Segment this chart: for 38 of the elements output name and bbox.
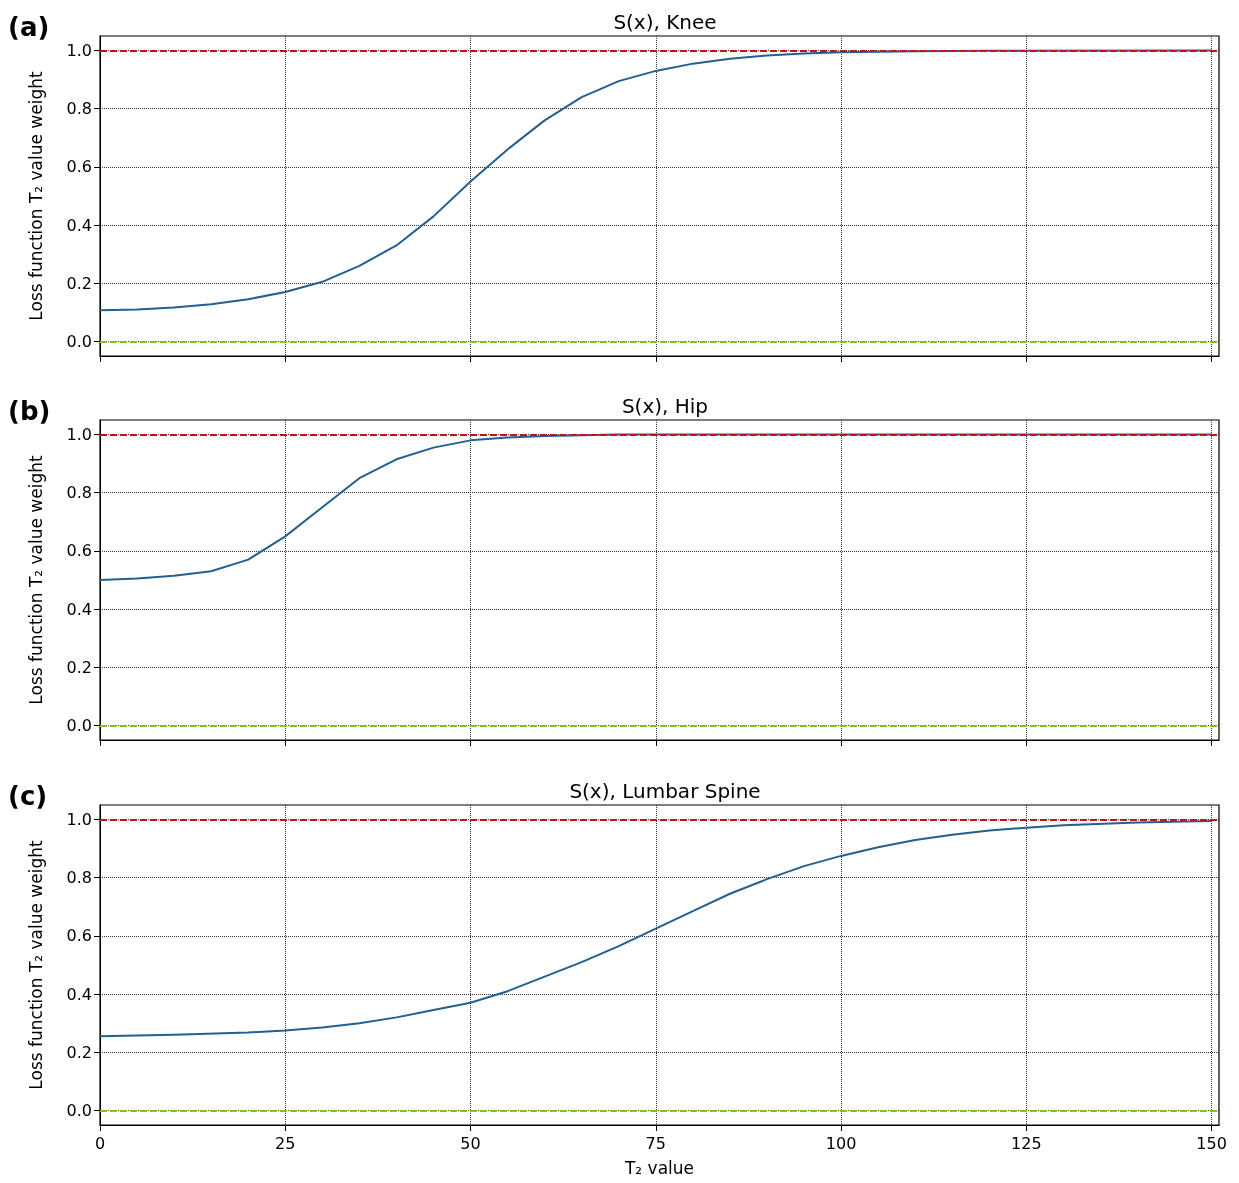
y-tick-label: 1.0 — [66, 425, 92, 445]
x-tick-label: 150 — [1196, 1133, 1227, 1153]
y-tick-label: 0.2 — [66, 273, 92, 293]
x-tick-label: 25 — [275, 1133, 296, 1153]
text: (b) — [8, 396, 51, 426]
x-tick-label: 0 — [94, 1133, 106, 1153]
line-series — [99, 49, 1213, 312]
x-tick-label: 100 — [825, 1133, 857, 1153]
y-axis-title: Loss function T₂ value weight — [25, 840, 46, 1090]
y-tick-label: 0.2 — [66, 1042, 92, 1062]
y-axis-title: Loss function T₂ value weight — [25, 455, 46, 705]
line-series — [99, 820, 1213, 1038]
y-tick-label: 1.0 — [66, 810, 92, 830]
chart-title: S(x), Knee — [613, 10, 717, 34]
y-tick-label: 0.0 — [66, 331, 92, 351]
chart-title: S(x), Hip — [621, 394, 709, 418]
y-tick-label: 0.4 — [66, 215, 92, 235]
y-tick-label: 0.0 — [66, 715, 92, 735]
x-axis-title: T₂ value — [623, 1157, 695, 1178]
y-tick-label: 0.8 — [66, 99, 92, 119]
y-tick-label: 0.6 — [66, 926, 92, 946]
y-tick-label: 0.0 — [66, 1100, 92, 1120]
y-tick-label: 1.0 — [66, 41, 92, 61]
y-tick-label: 0.8 — [66, 483, 92, 503]
chart-title: S(x), Lumbar Spine — [569, 779, 761, 803]
y-axis-title: Loss function T₂ value weight — [25, 71, 46, 321]
x-tick-label: 50 — [460, 1133, 481, 1153]
text: (c) — [8, 781, 48, 811]
y-tick-label: 0.8 — [66, 868, 92, 888]
y-tick-label: 0.6 — [66, 541, 92, 561]
y-tick-label: 0.4 — [66, 599, 92, 619]
y-tick-label: 0.2 — [66, 657, 92, 677]
text: (a) — [8, 12, 50, 42]
y-tick-label: 0.6 — [66, 157, 92, 177]
x-tick-label: 125 — [1011, 1133, 1042, 1153]
x-tick-label: 75 — [645, 1133, 666, 1153]
y-tick-label: 0.4 — [66, 984, 92, 1004]
line-series — [99, 433, 1213, 581]
